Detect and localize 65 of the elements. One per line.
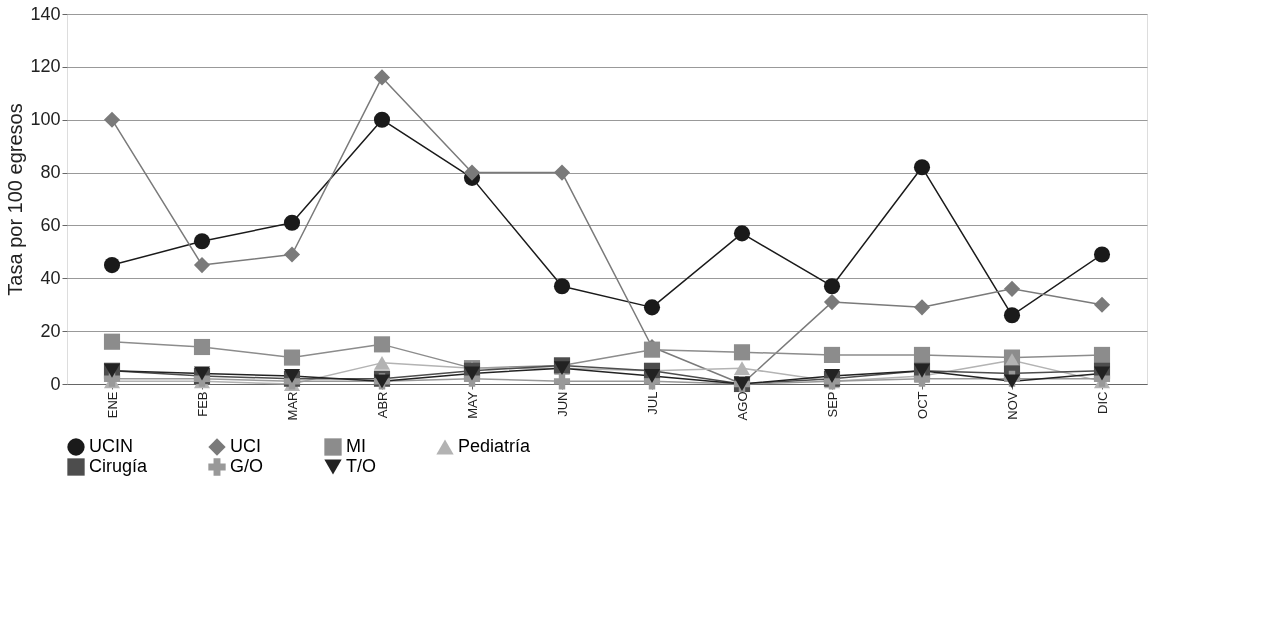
legend-label: UCIN [89, 436, 133, 456]
point [1003, 307, 1021, 324]
x-tick-label: OCT [914, 391, 930, 419]
y-tick-label: 100 [30, 109, 61, 130]
point [1093, 346, 1111, 363]
x-tick-label: JUN [554, 391, 570, 417]
point [193, 338, 211, 356]
legend-label: G/O [230, 456, 264, 476]
point [1093, 366, 1111, 381]
point [373, 111, 391, 128]
y-axis-title: Tasa por 100 egresos [4, 103, 27, 296]
point [733, 344, 751, 361]
point [193, 233, 211, 250]
x-tick-label: MAY [464, 391, 480, 419]
legend-label: T/O [346, 456, 376, 476]
point [373, 355, 391, 370]
point [103, 111, 121, 128]
y-tick-label: 0 [50, 373, 61, 394]
point [913, 159, 931, 176]
x-tick-label: ABR [374, 391, 390, 419]
x-tick-label: MAR [284, 391, 300, 421]
point [463, 164, 481, 181]
point [823, 346, 841, 363]
point [1093, 246, 1111, 263]
x-tick-label: FEB [194, 391, 210, 417]
y-tick-label: 40 [40, 267, 61, 288]
legend-label: Cirugía [89, 456, 149, 476]
point [103, 333, 121, 350]
legend-label: MI [346, 436, 366, 456]
legend-label: Pediatría [458, 436, 532, 456]
point [193, 366, 211, 381]
point [373, 69, 391, 86]
y-tick-label: 120 [30, 56, 61, 77]
point [103, 257, 121, 274]
point [913, 299, 931, 316]
point [193, 257, 211, 274]
y-tick-label: 60 [40, 214, 61, 235]
point [733, 361, 751, 376]
legend-label: UCI [230, 436, 261, 456]
point [1003, 374, 1021, 389]
point [553, 164, 571, 181]
point [553, 278, 571, 295]
x-tick-label: AGO [734, 391, 750, 421]
y-tick-label: 20 [40, 320, 61, 341]
x-tick-label: DIC [1094, 391, 1110, 414]
point [1093, 296, 1111, 313]
y-tick-label: 80 [40, 162, 61, 183]
point [733, 225, 751, 242]
point [283, 246, 301, 263]
point [373, 336, 391, 353]
x-tick-label: JUL [644, 391, 660, 415]
x-tick-label: SEP [824, 391, 840, 418]
point [1003, 280, 1021, 297]
point [643, 299, 661, 316]
point [913, 346, 931, 363]
point [463, 366, 481, 381]
x-tick-label: ENE [104, 391, 120, 419]
point [553, 373, 571, 390]
point [283, 214, 301, 231]
y-tick-label: 140 [30, 3, 61, 24]
point [643, 369, 661, 384]
point [283, 349, 301, 366]
x-tick-label: NOV [1004, 391, 1020, 420]
point [823, 278, 841, 295]
point [823, 294, 841, 311]
